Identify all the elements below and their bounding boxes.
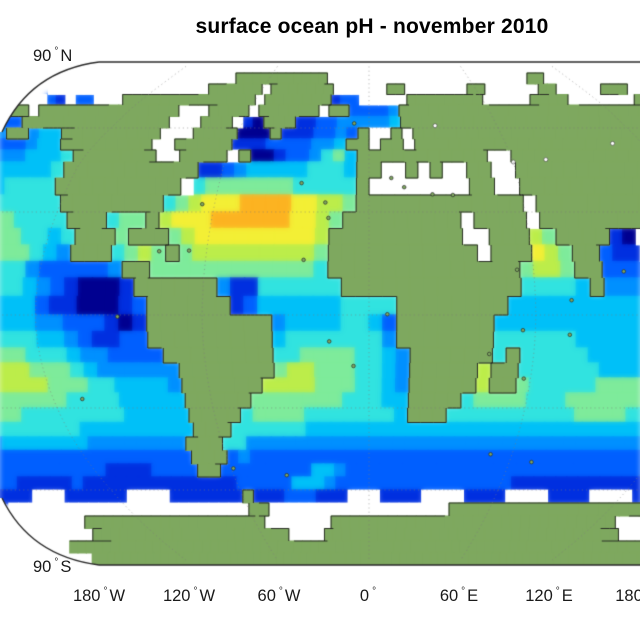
lat-label-south: 90 ° S: [33, 557, 72, 576]
x-tick-label: 120 ° E: [525, 586, 573, 605]
x-tick-label: 180 ° W: [72, 586, 126, 605]
chart-title: surface ocean pH - november 2010: [195, 15, 549, 38]
x-tick-label: 120 ° W: [162, 586, 216, 605]
x-tick-label: 0 °: [359, 586, 377, 605]
x-tick-label: 60 ° W: [257, 586, 301, 605]
x-tick-label: 60 ° E: [439, 586, 479, 605]
lat-label-north: 90 ° N: [33, 46, 73, 65]
x-tick-label: 180°E: [615, 587, 640, 605]
